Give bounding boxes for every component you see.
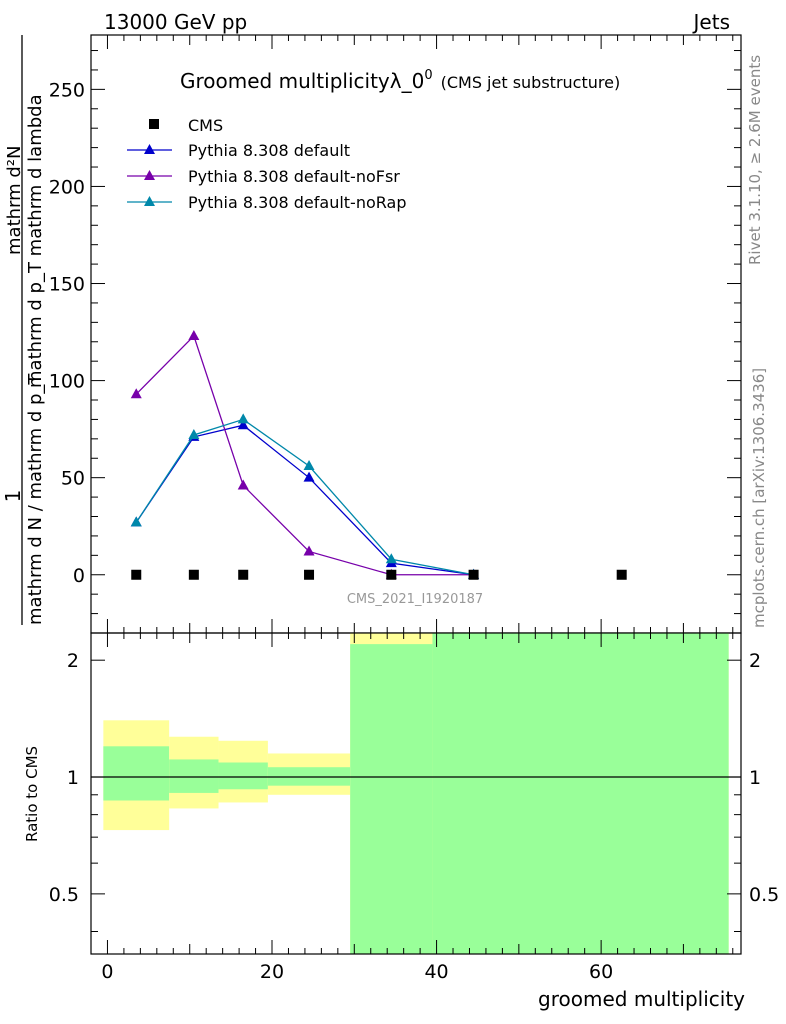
legend-label-cms: CMS (188, 116, 223, 135)
ratio-y-tick-label-right: 2 (749, 650, 761, 672)
ratio-y-tick-label: 2 (67, 650, 79, 672)
energy-label: 13000 GeV pp (104, 10, 247, 34)
legend-marker-nofsr (144, 170, 155, 180)
legend: CMS Pythia 8.308 default Pythia 8.308 de… (127, 116, 406, 212)
y-axis-label: 1 mathrm d N / mathrm d p_T mathrm d²N m… (1, 35, 46, 625)
x-tick-label: 20 (260, 961, 284, 983)
mcplots-label: mcplots.cern.ch [arXiv:1306.3436] (750, 368, 768, 628)
rivet-label: Rivet 3.1.10, ≥ 2.6M events (746, 55, 764, 265)
y-tick-label: 150 (49, 274, 85, 296)
ratio-y-tick-label: 1 (67, 767, 79, 789)
x-axis-label: groomed multiplicity (538, 987, 745, 1011)
y-tick-label: 250 (49, 79, 85, 101)
legend-marker-cms (149, 119, 159, 129)
data-point-cms (468, 569, 479, 580)
legend-label-default: Pythia 8.308 default (188, 141, 350, 160)
uncertainty-band-inner (103, 746, 170, 801)
x-tick-label: 40 (424, 961, 448, 983)
data-point-cms (238, 569, 249, 580)
data-point-noRap (130, 516, 142, 527)
ratio-y-axis-label: Ratio to CMS (23, 746, 41, 842)
legend-label-norap: Pythia 8.308 default-noRap (188, 193, 406, 212)
data-point-noRap (385, 553, 397, 564)
analysis-id: CMS_2021_I1920187 (347, 592, 483, 607)
ratio-plot-panel: 0.5 0.51 12 20 20 40 60 Ratio to CMS groomed m… (23, 632, 779, 1011)
series-line-noFsr (135, 334, 474, 576)
data-point-cms (131, 569, 142, 580)
ratio-plot-frame (90, 632, 742, 955)
uncertainty-band-inner (432, 633, 729, 954)
data-point-default (303, 471, 315, 482)
chart-title: Groomed multiplicityλ_00 (CMS jet substru… (180, 68, 620, 93)
y-axis-label-denominator: mathrm d N / mathrm d p_T (25, 373, 46, 625)
y-axis-label-denominator-inner: mathrm d p_T mathrm d lambda (25, 94, 46, 388)
data-point-default (237, 419, 249, 430)
ratio-y-tick-label-right: 0.5 (749, 884, 779, 906)
data-point-noFsr (188, 329, 200, 340)
series-line-default (135, 424, 474, 576)
x-tick-label: 0 (101, 961, 113, 983)
data-point-noFsr (237, 479, 249, 490)
legend-marker-default (144, 144, 155, 154)
series-line-noRap (135, 418, 474, 576)
data-point-noFsr (303, 545, 315, 556)
process-label: Jets (692, 10, 730, 34)
y-tick-label: 100 (49, 371, 85, 393)
legend-label-nofsr: Pythia 8.308 default-noFsr (188, 167, 400, 186)
series-layer (130, 329, 627, 580)
data-point-cms (386, 569, 397, 580)
data-point-noRap (303, 460, 315, 471)
y-tick-label: 50 (61, 468, 85, 490)
legend-marker-norap (144, 196, 155, 206)
x-tick-label: 60 (589, 961, 613, 983)
y-axis-label-factor: 1 (1, 490, 25, 503)
data-point-noRap (188, 428, 200, 439)
ratio-y-tick-label: 0.5 (49, 884, 79, 906)
data-point-cms (616, 569, 627, 580)
data-point-noFsr (130, 388, 142, 399)
data-point-cms (188, 569, 199, 580)
y-tick-label: 0 (73, 565, 85, 587)
y-tick-label: 200 (49, 176, 85, 198)
y-axis-label-numerator: mathrm d²N (4, 146, 25, 255)
uncertainty-band-inner (350, 644, 433, 954)
uncertainty-band-inner (218, 762, 268, 790)
ratio-y-tick-label-right: 1 (749, 767, 761, 789)
data-point-noRap (237, 413, 249, 424)
data-point-cms (304, 569, 315, 580)
main-plot-panel: 0 50 100 150 200 250 Groomed multiplicityλ_00… (1, 34, 742, 634)
uncertainty-band-inner (169, 759, 219, 793)
